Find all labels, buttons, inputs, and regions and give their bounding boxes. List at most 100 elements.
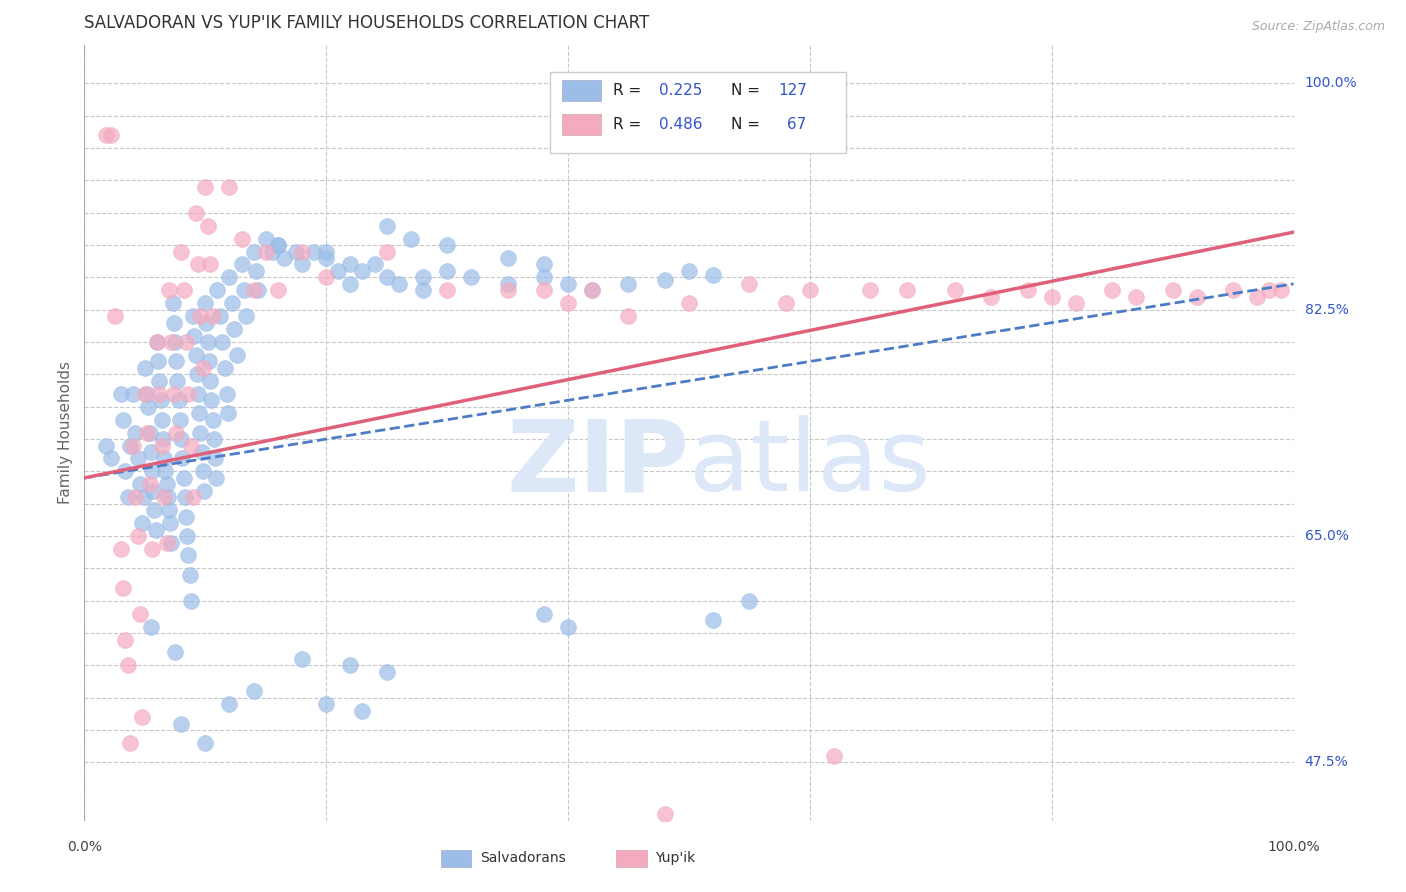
Point xyxy=(302,244,325,259)
Point xyxy=(460,270,482,285)
Point xyxy=(170,244,193,259)
Point xyxy=(177,387,200,401)
Point xyxy=(139,445,162,459)
Point xyxy=(339,658,361,673)
Point xyxy=(149,393,172,408)
Point xyxy=(197,219,219,233)
Point xyxy=(146,334,169,349)
Point xyxy=(112,413,135,427)
Point xyxy=(654,273,676,287)
Point xyxy=(208,310,231,324)
Point xyxy=(496,251,519,265)
Point xyxy=(200,393,222,408)
Point xyxy=(155,477,177,491)
Point xyxy=(315,244,337,259)
Point xyxy=(399,232,422,246)
Point xyxy=(617,277,640,291)
Point xyxy=(207,284,229,298)
Point xyxy=(142,483,165,498)
Point xyxy=(581,284,603,298)
Point xyxy=(120,736,142,750)
Point xyxy=(181,310,204,324)
Point xyxy=(1101,284,1123,298)
Text: N =: N = xyxy=(731,83,765,98)
Point xyxy=(172,451,194,466)
Point xyxy=(124,491,146,505)
Point xyxy=(117,491,139,505)
Text: 100.0%: 100.0% xyxy=(1305,77,1357,90)
Point xyxy=(557,296,579,310)
Point xyxy=(100,128,122,143)
Point xyxy=(896,284,918,298)
Point xyxy=(167,393,190,408)
Point xyxy=(155,465,177,479)
Point xyxy=(146,334,169,349)
Point xyxy=(678,296,700,310)
Point xyxy=(180,594,202,608)
Point xyxy=(174,334,197,349)
Point xyxy=(131,710,153,724)
Point xyxy=(129,477,152,491)
Point xyxy=(173,284,195,298)
Point xyxy=(186,368,208,382)
Point xyxy=(152,432,174,446)
Point xyxy=(165,425,187,440)
Text: 82.5%: 82.5% xyxy=(1305,302,1348,317)
Point xyxy=(267,238,290,252)
Point xyxy=(173,491,195,505)
Point xyxy=(242,684,264,698)
Text: atlas: atlas xyxy=(689,415,931,512)
Text: R =: R = xyxy=(613,83,645,98)
Point xyxy=(181,491,204,505)
Point xyxy=(775,296,797,310)
Point xyxy=(170,716,193,731)
Point xyxy=(166,374,188,388)
Point xyxy=(260,244,283,259)
Point xyxy=(173,471,195,485)
Point xyxy=(198,374,221,388)
Point xyxy=(194,736,217,750)
Point xyxy=(375,219,398,233)
Point xyxy=(201,310,224,324)
Point xyxy=(436,284,458,298)
Point xyxy=(218,698,240,712)
Point xyxy=(267,238,290,252)
Point xyxy=(114,632,136,647)
Point xyxy=(110,541,132,557)
Text: Salvadorans: Salvadorans xyxy=(479,851,565,865)
Point xyxy=(201,413,224,427)
Point xyxy=(129,607,152,621)
Point xyxy=(132,491,155,505)
Point xyxy=(153,451,176,466)
Text: 65.0%: 65.0% xyxy=(1305,529,1348,543)
Point xyxy=(231,258,253,272)
Point xyxy=(217,406,239,420)
Point xyxy=(194,296,217,310)
Point xyxy=(136,425,159,440)
Point xyxy=(110,387,132,401)
Point xyxy=(943,284,966,298)
Point xyxy=(190,445,212,459)
Point xyxy=(180,439,202,453)
Point xyxy=(1258,284,1281,298)
Point xyxy=(145,523,167,537)
Point xyxy=(198,258,221,272)
Point xyxy=(184,205,207,219)
Point xyxy=(557,620,579,634)
Point xyxy=(533,270,555,285)
Point xyxy=(155,535,177,549)
Point xyxy=(225,348,247,362)
Point xyxy=(191,361,214,376)
Point xyxy=(134,361,156,376)
Point xyxy=(104,310,127,324)
Point xyxy=(388,277,411,291)
Point xyxy=(148,374,170,388)
Point xyxy=(197,334,219,349)
Point xyxy=(170,432,193,446)
Point xyxy=(211,334,233,349)
Point xyxy=(702,613,724,627)
Point xyxy=(224,322,246,336)
Point xyxy=(315,270,337,285)
Point xyxy=(496,277,519,291)
Point xyxy=(859,284,882,298)
